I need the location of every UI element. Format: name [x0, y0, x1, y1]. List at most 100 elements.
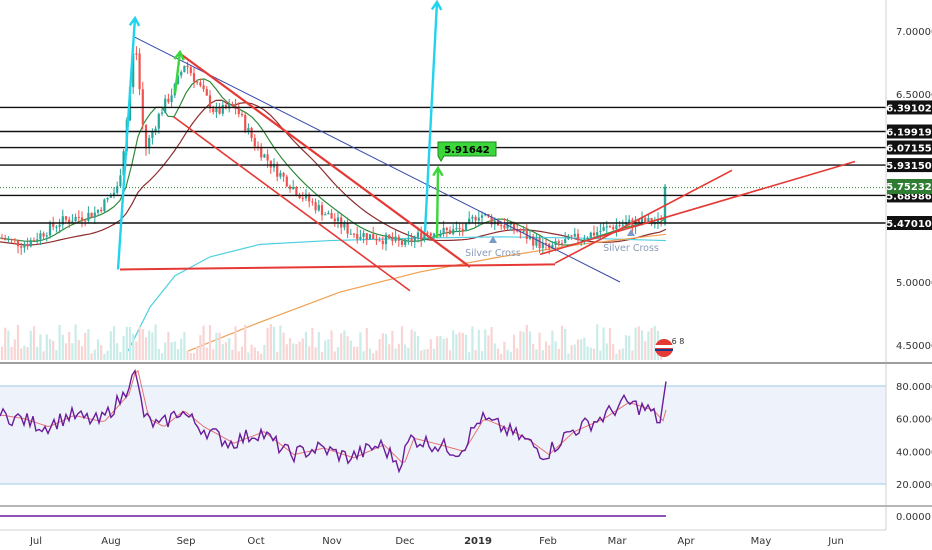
volume-bar [660, 353, 663, 360]
svg-text:Silver Cross: Silver Cross [603, 243, 659, 254]
candle-body [250, 127, 253, 138]
volume-bar [439, 335, 442, 360]
candle-body [391, 238, 394, 242]
candle-body [324, 214, 327, 216]
volume-bar [496, 348, 500, 360]
volume-bar [205, 347, 208, 360]
candle-body [205, 89, 208, 96]
arrow-cyan-1-head [128, 15, 141, 27]
volume-bar [148, 330, 151, 360]
candle-body [231, 104, 234, 106]
volume-bar [343, 330, 346, 360]
candle-body [23, 245, 26, 248]
candle-body [647, 217, 650, 223]
volume-bar [199, 335, 202, 360]
time-axis[interactable]: Jul Aug Sep Oct Nov Dec 2019 Feb Mar Apr… [0, 529, 886, 547]
candle-body [167, 98, 170, 103]
candle-body [570, 235, 573, 237]
volume-bar [26, 347, 29, 360]
volume-bar [39, 334, 42, 360]
volume-bar [106, 350, 109, 360]
volume-bar [61, 334, 64, 360]
volume-bar [144, 337, 148, 360]
volume-bar [452, 330, 455, 360]
candle-body [106, 197, 109, 200]
candle-body [308, 194, 311, 202]
candle-body [285, 176, 288, 187]
volume-bar [4, 327, 7, 360]
candle-body [292, 187, 295, 190]
volume-bar [493, 343, 496, 360]
volume-bar [308, 346, 311, 360]
rsi-pane[interactable]: 80.0000 60.0000 40.0000 20.0000 [0, 364, 932, 506]
volume-bar [84, 333, 87, 360]
news-badge[interactable]: 6 8 [655, 337, 684, 357]
candle-body [84, 220, 87, 222]
candle-body [413, 237, 416, 242]
bottom-indicator-pane[interactable]: 0.0000 [0, 507, 931, 530]
candle-body [74, 216, 77, 222]
arrow-green-1-head [173, 49, 185, 61]
candle-body [538, 238, 541, 249]
time-tick-oct: Oct [247, 536, 264, 547]
candle-body [295, 187, 298, 196]
volume-bar [327, 339, 330, 360]
volume-bar [103, 353, 106, 360]
volume-bar [599, 350, 602, 360]
candle-body [116, 186, 119, 193]
candle-body [151, 131, 154, 138]
volume-bar [564, 329, 567, 360]
volume-bar [516, 348, 519, 360]
candle-body [148, 137, 151, 149]
trendline-blue [134, 36, 621, 283]
volume-bar [506, 349, 509, 360]
volume-bar [468, 352, 471, 360]
candle-body [208, 95, 212, 109]
candle-body [541, 243, 544, 249]
volume-bar [461, 332, 464, 360]
candle-body [442, 227, 445, 234]
price-pane[interactable]: 5.91642 Silver Cross Silver Cross 6 8 7.… [0, 0, 932, 362]
last-price-label: 5.75232 [886, 179, 932, 194]
volume-bar [52, 340, 55, 360]
rsi-band [0, 386, 886, 484]
volume-bar [253, 347, 256, 360]
volume-bar [10, 346, 13, 360]
volume-bar [464, 334, 468, 360]
time-tick-jul: Jul [29, 536, 42, 547]
volume-bar [55, 350, 58, 360]
ma-slow-line [0, 99, 667, 246]
volume-bar [410, 329, 413, 360]
volume-bar [471, 326, 474, 360]
volume-bar [42, 351, 45, 360]
candle-body [336, 217, 340, 222]
price-tick-label: 5.00000 [896, 278, 932, 289]
volume-bar [592, 348, 596, 360]
time-tick-jun: Jun [827, 536, 844, 547]
ma-cyan-line [127, 236, 667, 352]
volume-bar [68, 331, 71, 360]
volume-bar [647, 331, 650, 360]
candle-body [605, 226, 608, 228]
volume-bar [71, 343, 74, 360]
volume-bar [138, 326, 141, 360]
candle-body [576, 233, 580, 241]
candle-body [602, 227, 605, 231]
level-label-box [887, 140, 932, 155]
volume-bar [637, 326, 640, 360]
candle-body [157, 113, 160, 129]
candle-body [410, 238, 413, 242]
candle-body [432, 233, 436, 236]
price-axis[interactable]: 7.00000 6.50000 5.00000 4.50000 6.39102 6.19… [885, 0, 932, 362]
candle-body [29, 240, 32, 247]
volume-bar [346, 336, 349, 360]
candle-body [7, 239, 10, 241]
candle-body [279, 172, 282, 177]
candle-body [637, 219, 640, 223]
volume-bar [304, 331, 308, 360]
candle-body [528, 236, 532, 239]
volume-bar [180, 338, 183, 360]
volume-bar [45, 334, 48, 360]
level-label-text: 6.19919 [886, 128, 932, 139]
